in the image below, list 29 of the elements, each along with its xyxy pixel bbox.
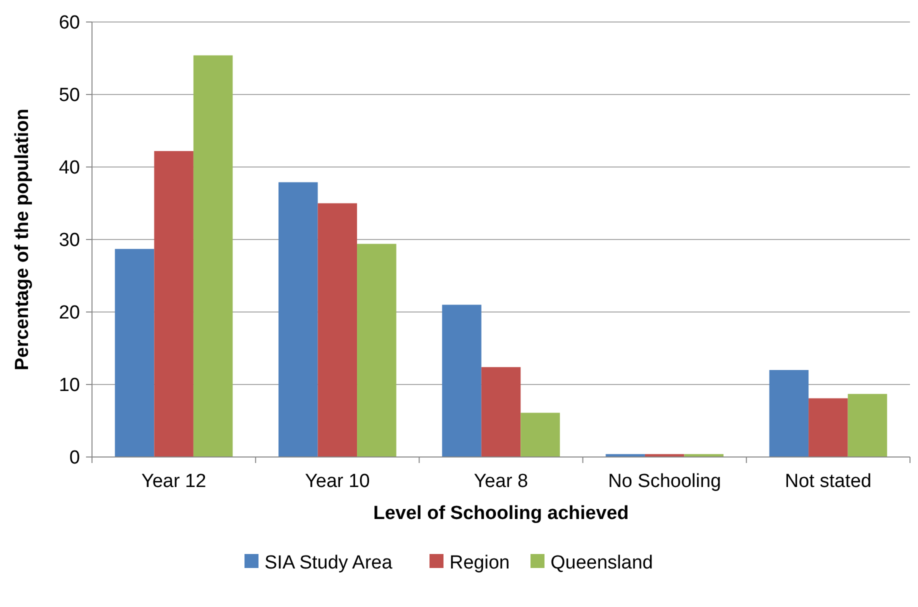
bar (278, 182, 318, 457)
x-tick-label: No Schooling (608, 471, 722, 492)
bar (357, 244, 396, 457)
bar (769, 370, 809, 457)
y-tick-label: 60 (58, 12, 80, 34)
y-axis-title: Percentage of the population (12, 108, 33, 370)
legend-label: Queensland (550, 552, 653, 574)
legend-label: Region (450, 552, 510, 574)
x-tick-label: Year 12 (141, 471, 206, 492)
bar (114, 248, 154, 457)
y-tick-label: 20 (58, 302, 80, 324)
x-axis-title: Level of Schooling achieved (373, 503, 629, 524)
x-tick-label: Year 8 (474, 471, 528, 492)
bar (154, 151, 194, 457)
y-tick-label: 40 (58, 158, 80, 179)
bar (318, 203, 358, 457)
x-tick-label: Year 10 (304, 471, 370, 492)
x-tick-label: Not stated (784, 471, 872, 492)
bar (193, 55, 233, 457)
y-tick-label: 0 (69, 448, 80, 469)
legend-label: SIA Study Area (264, 552, 393, 574)
bar (808, 398, 848, 457)
bar (520, 412, 560, 457)
bar (848, 394, 888, 457)
y-tick-label: 50 (58, 85, 80, 106)
y-tick-label: 10 (58, 375, 80, 396)
bar (442, 304, 482, 457)
y-tick-label: 30 (58, 230, 80, 252)
bar (481, 367, 521, 457)
